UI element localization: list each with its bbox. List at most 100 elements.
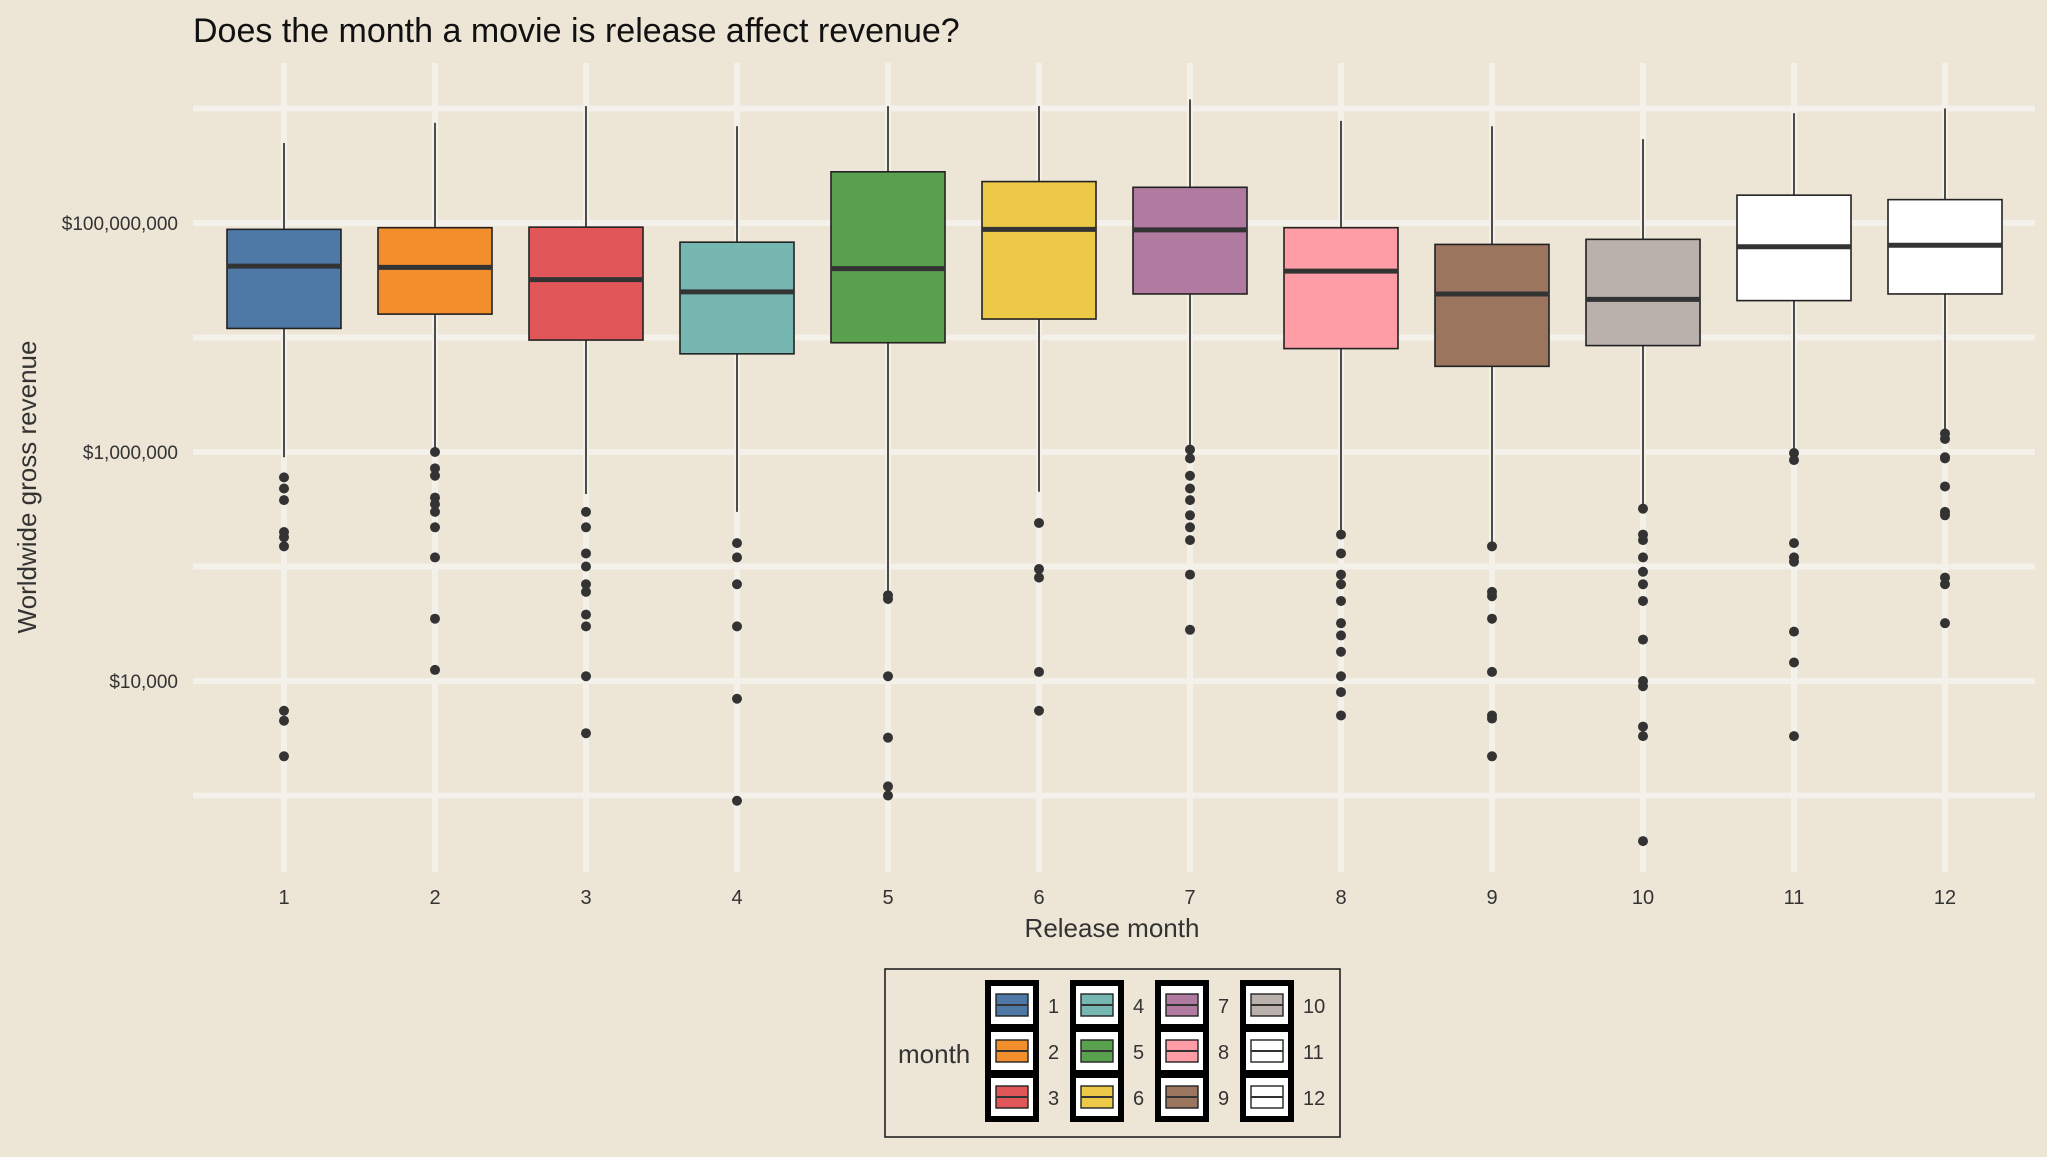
box-iqr [226,228,342,330]
legend-label: 9 [1218,1088,1229,1110]
outlier-point [581,522,591,533]
outlier-point [1487,613,1497,624]
legend-key-8 [1155,1026,1209,1076]
outlier-point [1487,591,1497,602]
legend-key-1 [985,980,1039,1030]
outlier-point [430,447,440,457]
legend-key-10 [1240,980,1294,1030]
outlier-point [1336,529,1346,540]
outlier-point [581,506,591,517]
outlier-point [279,751,289,762]
legend-label: 12 [1303,1088,1325,1110]
outlier-point [430,522,440,533]
outlier-point [1336,618,1346,629]
legend-key-5 [1070,1026,1124,1076]
outlier-point [1789,657,1799,668]
outlier-point [883,781,893,792]
legend-key-3 [985,1072,1039,1122]
box-month-12 [1887,108,2003,629]
legend-label: 6 [1133,1088,1144,1110]
legend-key-11 [1240,1026,1294,1076]
outlier-point [1638,721,1648,732]
legend-key-2 [985,1026,1039,1076]
outlier-point [1940,481,1950,492]
outlier-point [1185,522,1195,533]
outlier-point [279,483,289,494]
outlier-point [1185,483,1195,494]
box-iqr [1434,243,1550,368]
outlier-point [1638,503,1648,514]
outlier-point [1034,564,1044,575]
outlier-point [1638,681,1648,692]
outlier-point [430,506,440,517]
legend-key-4 [1070,980,1124,1030]
outlier-point [732,552,742,563]
legend-label: 2 [1048,1042,1059,1064]
outlier-point [430,499,440,510]
chart-title: Does the month a movie is release affect… [193,12,960,50]
box-iqr [981,180,1097,320]
legend-label: 7 [1218,996,1229,1018]
outlier-point [581,586,591,597]
x-tick-label: 4 [731,887,742,909]
outlier-point [732,579,742,590]
outlier-point [279,472,289,483]
x-tick-label: 3 [580,887,591,909]
outlier-point [1789,538,1799,549]
outlier-point [430,552,440,563]
outlier-point [1185,495,1195,506]
legend-label: 5 [1133,1042,1144,1064]
outlier-point [1185,470,1195,481]
outlier-point [1940,510,1950,521]
legend-label: 11 [1303,1042,1324,1064]
outlier-point [1185,444,1195,455]
outlier-point [581,728,591,739]
outlier-point [1034,517,1044,528]
legend-key-12 [1240,1072,1294,1122]
outlier-point [1185,510,1195,521]
legend-key-7 [1155,980,1209,1030]
outlier-point [1638,566,1648,577]
outlier-point [279,495,289,506]
box-month-9 [1434,126,1550,762]
legend-key-9 [1155,1072,1209,1122]
box-month-10 [1585,139,1701,847]
outlier-point [1789,626,1799,637]
legend-frame [884,968,1341,1138]
outlier-point [1336,548,1346,559]
box-month-6 [981,106,1097,716]
x-tick-label: 7 [1184,887,1195,909]
outlier-point [1034,666,1044,677]
outlier-point [1336,569,1346,580]
box-iqr [679,241,795,355]
outlier-point [1789,731,1799,742]
x-tick-label: 9 [1486,887,1497,909]
outlier-point [1336,710,1346,721]
outlier-point [1487,751,1497,762]
box-iqr [1283,226,1399,350]
y-tick-label: $1,000,000 [83,443,178,464]
outlier-point [1789,556,1799,567]
outlier-point [430,470,440,481]
outlier-point [1940,579,1950,590]
outlier-point [279,705,289,716]
outlier-point [279,715,289,726]
outlier-point [1940,433,1950,444]
outlier-point [1638,579,1648,590]
x-tick-label: 10 [1632,887,1654,909]
outlier-point [581,621,591,632]
box-iqr [377,226,493,315]
box-month-3 [528,106,644,739]
outlier-point [1638,552,1648,563]
outlier-point [581,548,591,559]
legend-label: 4 [1133,996,1144,1018]
outlier-point [883,671,893,682]
box-month-4 [679,126,795,806]
box-month-8 [1283,120,1399,721]
outlier-point [1638,535,1648,546]
box-month-7 [1132,99,1248,635]
box-month-11 [1736,113,1852,742]
